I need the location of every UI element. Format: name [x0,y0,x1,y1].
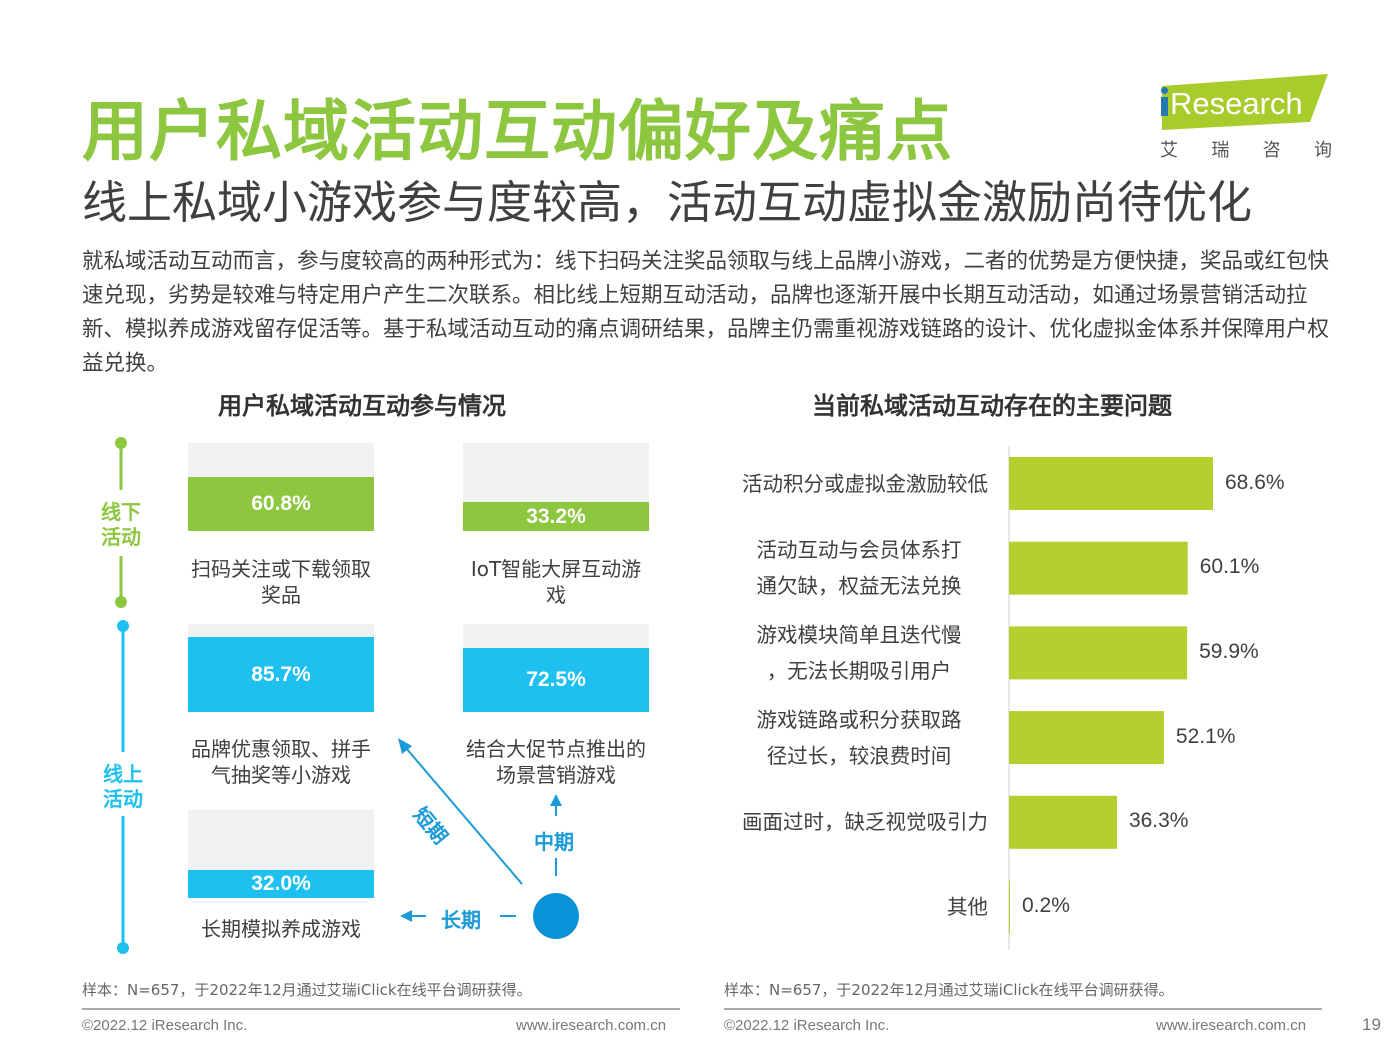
note-left: 样本：N=657，于2022年12月通过艾瑞iClick在线平台调研获得。 [82,981,532,999]
mid-arrow-head [550,794,562,806]
page-subtitle: 线上私域小游戏参与度较高，活动互动虚拟金激励尚待优化 [82,176,1253,229]
footer-url-left[interactable]: www.iresearch.com.cn [516,1017,667,1034]
bar-category-label-4: 游戏链路或积分获取路 径过长，较浪费时间 [756,707,962,768]
card-label-2: IoT智能大屏互动游戏 [470,557,642,607]
card-bar-5: 32.0% [188,870,374,898]
bar-category-label-5: 画面过时，缺乏视觉吸引力 [742,810,988,835]
card-label-5: 长期模拟养成游戏 [201,917,361,941]
bar-value-label-1: 68.6% [1225,470,1285,494]
card-bar-1: 60.8% [188,477,374,531]
bar-value-label-4: 52.1% [1175,724,1236,748]
card-label-3: 品牌优惠领取、拼手气抽奖等小游戏 [191,737,371,787]
bar-category-label-1: 活动积分或虚拟金激励较低 [742,471,988,496]
footer-copyright-left: ©2022.12 iResearch Inc. [82,1017,248,1034]
logo-cn-4: 询 [1313,140,1332,161]
page-title: 用户私域活动互动偏好及痛点 [82,93,953,170]
bar-value-label-6: 0.2% [1022,894,1070,917]
bar-3 [1009,626,1188,680]
logo-cn-2: 瑞 [1211,140,1230,161]
online-dot-top [117,620,129,632]
logo-text: Research [1170,86,1303,121]
logo-chinese: 艾 瑞 咨 询 [1160,136,1332,162]
right-chart-title: 当前私域活动互动存在的主要问题 [812,392,1172,420]
card-bar-4: 72.5% [463,648,649,712]
page-number: 19 [1362,1015,1381,1034]
offline-dot-bottom [115,596,127,608]
bar-category-label-3: 游戏模块简单且迭代慢 ，无法长期吸引用户 [756,622,962,683]
bar-2 [1009,541,1188,595]
bar-value-label-5: 36.3% [1128,809,1189,833]
logo-cn-3: 咨 [1262,140,1281,161]
card-label-4: 结合大促节点推出的场景营销游戏 [466,737,646,787]
long-arrow-head [400,910,412,922]
stage-label-online: 线上活动 [103,762,143,811]
bar-value-label-2: 60.1% [1199,555,1260,579]
logo-dot [1161,87,1168,94]
logo-letter-i [1161,97,1168,116]
divider-left [82,1008,680,1010]
bar-4 [1009,711,1164,765]
card-bar-2: 33.2% [463,502,649,531]
origin-circle [533,893,579,939]
bar-value-label-3: 59.9% [1199,639,1259,663]
bar-1 [1009,457,1213,510]
short-arrow-head [398,738,412,754]
arrow-label-mid: 中期 [534,830,574,854]
footer-url-right[interactable]: www.iresearch.com.cn [1156,1017,1307,1034]
logo-cn-1: 艾 [1160,140,1178,161]
card-bar-3: 85.7% [188,637,374,712]
bar-category-label-6: 其他 [947,895,988,919]
stage-label-offline: 线下活动 [101,500,141,549]
online-dot-bottom [117,942,129,954]
card-label-1: 扫码关注或下载领取奖品 [191,557,371,607]
note-right: 样本：N=657，于2022年12月通过艾瑞iClick在线平台调研获得。 [724,981,1174,999]
bar-6 [1009,880,1010,934]
left-chart-title: 用户私域活动互动参与情况 [218,392,506,420]
bar-category-label-2: 活动互动与会员体系打 通欠缺，权益无法兑换 [756,538,962,599]
short-arrow-line [405,747,523,885]
bar-5 [1009,795,1117,849]
divider-right [724,1008,1322,1010]
iresearch-logo [1162,74,1328,130]
offline-dot-top [115,437,127,449]
footer-copyright-right: ©2022.12 iResearch Inc. [724,1017,890,1034]
intro-paragraph: 就私域活动互动而言，参与度较高的两种形式为：线下扫码关注奖品领取与线上品牌小游戏… [82,249,1330,376]
arrow-label-long: 长期 [441,908,481,932]
